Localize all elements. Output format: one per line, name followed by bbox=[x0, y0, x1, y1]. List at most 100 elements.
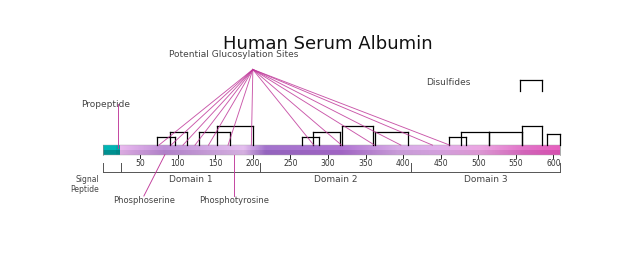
Bar bbox=[136, 150, 137, 155]
Bar bbox=[420, 145, 421, 150]
Bar bbox=[211, 145, 212, 150]
Bar bbox=[556, 145, 557, 150]
Bar bbox=[447, 145, 448, 150]
Bar bbox=[195, 145, 196, 150]
Bar bbox=[206, 150, 207, 155]
Bar bbox=[121, 150, 122, 155]
Bar bbox=[352, 145, 353, 150]
Bar bbox=[534, 145, 535, 150]
Bar bbox=[449, 145, 450, 150]
Bar bbox=[490, 150, 491, 155]
Bar bbox=[136, 145, 137, 150]
Bar bbox=[311, 150, 312, 155]
Bar bbox=[290, 145, 291, 150]
Bar bbox=[204, 150, 205, 155]
Bar bbox=[458, 150, 459, 155]
Bar bbox=[365, 145, 366, 150]
Bar bbox=[187, 150, 188, 155]
Bar bbox=[316, 150, 317, 155]
Bar bbox=[506, 145, 508, 150]
Bar bbox=[113, 150, 114, 155]
Bar bbox=[214, 145, 215, 150]
Bar bbox=[440, 150, 441, 155]
Bar bbox=[261, 145, 262, 150]
Bar bbox=[518, 150, 519, 155]
Bar bbox=[331, 150, 332, 155]
Bar bbox=[406, 150, 408, 155]
Bar bbox=[532, 150, 533, 155]
Bar bbox=[302, 145, 303, 150]
Bar bbox=[202, 150, 203, 155]
Bar bbox=[245, 145, 246, 150]
Bar bbox=[107, 150, 108, 155]
Bar bbox=[538, 145, 540, 150]
Bar bbox=[246, 150, 248, 155]
Bar bbox=[144, 150, 145, 155]
Bar bbox=[105, 150, 106, 155]
Bar bbox=[111, 145, 112, 150]
Bar bbox=[316, 150, 317, 155]
Bar bbox=[225, 150, 227, 155]
Bar bbox=[143, 145, 144, 150]
Bar bbox=[352, 150, 353, 155]
Bar bbox=[412, 150, 413, 155]
Bar bbox=[275, 145, 276, 150]
Bar bbox=[428, 145, 429, 150]
Bar bbox=[233, 145, 234, 150]
Bar bbox=[548, 150, 550, 155]
Bar bbox=[228, 145, 229, 150]
Bar bbox=[466, 150, 467, 155]
Bar bbox=[238, 150, 239, 155]
Bar bbox=[193, 150, 194, 155]
Bar bbox=[444, 145, 445, 150]
Bar bbox=[422, 150, 424, 155]
Bar bbox=[355, 150, 356, 155]
Bar bbox=[195, 150, 196, 155]
Bar bbox=[295, 145, 296, 150]
Bar bbox=[128, 150, 129, 155]
Bar bbox=[326, 145, 328, 150]
Bar bbox=[257, 150, 258, 155]
Bar bbox=[250, 150, 251, 155]
Bar bbox=[516, 145, 517, 150]
Bar bbox=[485, 150, 486, 155]
Bar bbox=[433, 145, 434, 150]
Bar bbox=[432, 145, 433, 150]
Bar bbox=[155, 145, 156, 150]
Bar bbox=[427, 150, 428, 155]
Bar bbox=[514, 150, 515, 155]
Bar bbox=[313, 145, 314, 150]
Bar bbox=[342, 145, 344, 150]
Bar bbox=[526, 150, 527, 155]
Bar bbox=[506, 150, 507, 155]
Bar bbox=[381, 150, 382, 155]
Bar bbox=[289, 150, 291, 155]
Bar bbox=[177, 145, 179, 150]
Bar bbox=[150, 150, 152, 155]
Bar bbox=[186, 150, 187, 155]
Bar bbox=[461, 145, 462, 150]
Bar bbox=[444, 150, 445, 155]
Bar bbox=[543, 145, 544, 150]
Bar bbox=[215, 145, 216, 150]
Bar bbox=[296, 145, 297, 150]
Bar bbox=[130, 145, 131, 150]
Bar bbox=[473, 145, 474, 150]
Bar bbox=[269, 150, 270, 155]
Bar bbox=[478, 145, 479, 150]
Bar bbox=[120, 150, 121, 155]
Bar bbox=[185, 150, 186, 155]
Bar bbox=[271, 145, 272, 150]
Bar bbox=[543, 150, 545, 155]
Bar bbox=[333, 150, 334, 155]
Bar bbox=[457, 150, 458, 155]
Bar bbox=[118, 145, 119, 150]
Bar bbox=[433, 150, 434, 155]
Bar bbox=[151, 145, 152, 150]
Bar bbox=[143, 150, 144, 155]
Bar bbox=[209, 150, 211, 155]
Bar bbox=[200, 145, 201, 150]
Bar bbox=[198, 150, 199, 155]
Bar bbox=[301, 145, 302, 150]
Bar bbox=[149, 150, 150, 155]
